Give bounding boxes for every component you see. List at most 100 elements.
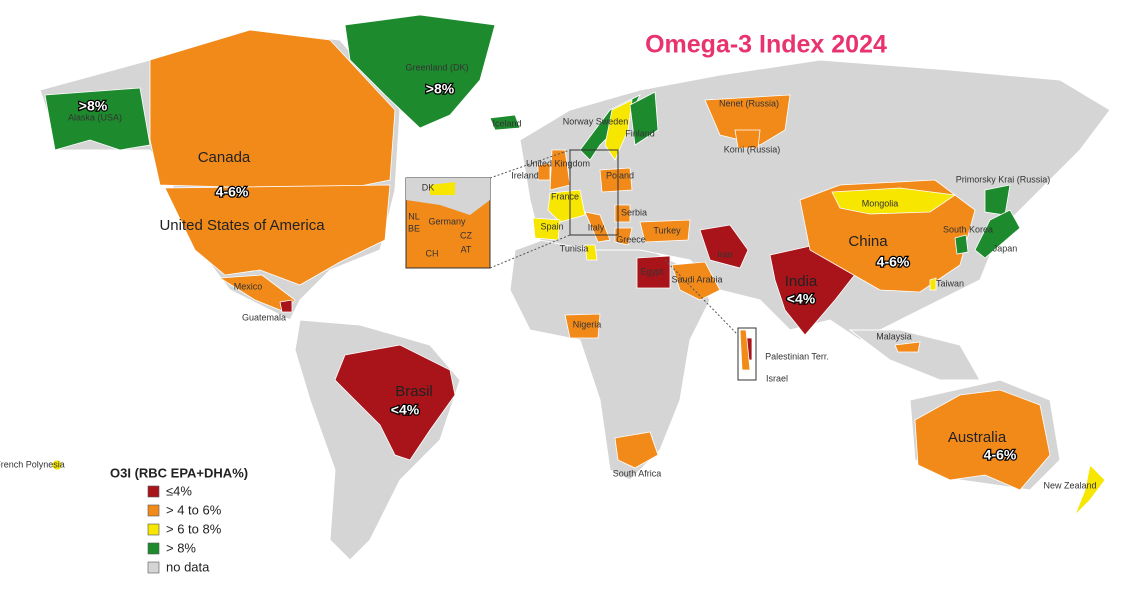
legend-label: > 6 to 8% (166, 521, 222, 536)
region (954, 234, 969, 255)
region-label: Greece (616, 234, 646, 244)
legend-title: O3I (RBC EPA+DHA%) (110, 465, 248, 480)
region-label: France (551, 191, 579, 201)
inset-label: NL (408, 211, 420, 221)
legend-label: > 4 to 6% (166, 502, 222, 517)
region (149, 29, 396, 191)
region-label: Norway (563, 116, 594, 126)
region (489, 114, 521, 131)
region (614, 227, 633, 246)
region (584, 244, 598, 261)
inset-label: AT (461, 244, 472, 254)
region (974, 209, 1021, 259)
region (44, 87, 151, 151)
region-label: Japan (993, 243, 1018, 253)
region-label: New Zealand (1043, 480, 1096, 490)
region-value: 4-6% (877, 254, 910, 270)
region-label: Australia (948, 429, 1007, 446)
inset-label: Germany (428, 216, 466, 226)
legend-swatch (147, 523, 160, 536)
region (734, 129, 761, 149)
legend-label: no data (166, 559, 210, 574)
region-label: Poland (606, 170, 634, 180)
region (279, 299, 293, 313)
region (894, 341, 921, 353)
region (639, 219, 691, 243)
region (704, 94, 791, 146)
region (636, 255, 671, 289)
region-label: South Korea (943, 224, 993, 234)
region-label: Ireland (511, 170, 539, 180)
region-label: United States of America (159, 217, 325, 234)
region-label: China (848, 233, 888, 250)
region (739, 329, 751, 371)
region (929, 277, 937, 291)
inset (405, 149, 757, 381)
region-label: Malaysia (876, 331, 912, 341)
region-label: Brasil (395, 383, 433, 400)
region (629, 91, 659, 146)
region-label: Israel (766, 373, 788, 383)
region (831, 187, 957, 215)
region-label: Iran (717, 249, 733, 259)
region-label: Italy (588, 222, 605, 232)
region-value: 4-6% (216, 184, 249, 200)
region-label: Egypt (640, 266, 664, 276)
region-label: Mexico (234, 281, 263, 291)
legend-swatch (147, 542, 160, 555)
legend: O3I (RBC EPA+DHA%) ≤4% > 4 to 6% > 6 to 8%… (110, 465, 248, 574)
region-label: Spain (540, 221, 563, 231)
region-value: <4% (391, 402, 420, 418)
region-label: Taiwan (936, 278, 964, 288)
legend-label: > 8% (166, 540, 196, 555)
region (564, 313, 601, 339)
region-label: Nigeria (573, 319, 602, 329)
region-label: Nenet (Russia) (719, 98, 779, 108)
legend-label: ≤4% (166, 483, 192, 498)
map-title: Omega-3 Index 2024 (645, 31, 887, 59)
region-label: Sweden (596, 116, 629, 126)
region-label: Komi (Russia) (724, 144, 781, 154)
region-label: Iceland (492, 118, 521, 128)
region (334, 344, 456, 461)
region-label: Alaska (USA) (68, 112, 122, 122)
region (547, 189, 586, 223)
region-label: India (785, 273, 818, 290)
region-label: United Kingdom (526, 158, 590, 168)
legend-swatch (147, 485, 160, 498)
inset-label: DK (422, 182, 435, 192)
region-label: Serbia (621, 207, 647, 217)
region (671, 261, 721, 301)
region (614, 431, 659, 469)
region (599, 167, 633, 193)
region-label: Palestinian Terr. (765, 351, 829, 361)
region-label: French Polynesia (0, 459, 65, 469)
region-label: Saudi Arabia (671, 274, 722, 284)
region-value: 4-6% (984, 447, 1017, 463)
region (614, 204, 631, 223)
regions (44, 14, 1106, 516)
region-label: Finland (625, 128, 655, 138)
region-label: Canada (198, 149, 251, 166)
inset-label: CZ (460, 230, 472, 240)
region (1074, 464, 1106, 516)
region-value: >8% (79, 98, 108, 114)
region (164, 184, 391, 286)
region-label: Primorsky Krai (Russia) (956, 174, 1051, 184)
region-value: >8% (426, 81, 455, 97)
region-label: Turkey (653, 225, 681, 235)
region-value: <4% (787, 291, 816, 307)
inset-label: CH (426, 248, 439, 258)
region-label: Greenland (DK) (405, 62, 468, 72)
region (51, 459, 63, 471)
legend-swatch (147, 561, 160, 574)
region (344, 14, 496, 129)
region (604, 99, 633, 161)
region-label: South Africa (613, 468, 662, 478)
region-label: Guatemala (242, 312, 286, 322)
region (699, 224, 749, 269)
region-label: Tunisia (560, 243, 589, 253)
region (537, 162, 551, 181)
